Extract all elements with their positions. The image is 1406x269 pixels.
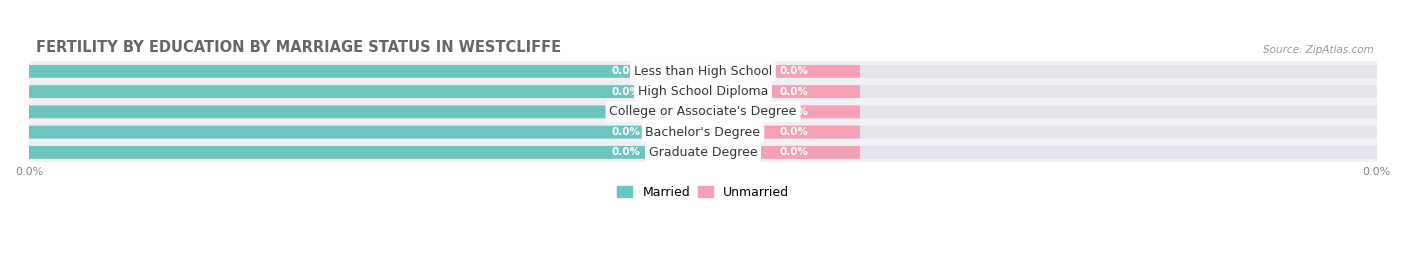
FancyBboxPatch shape <box>24 105 1382 118</box>
Text: Bachelor's Degree: Bachelor's Degree <box>645 126 761 139</box>
Text: 0.0%: 0.0% <box>779 66 808 76</box>
Text: College or Associate's Degree: College or Associate's Degree <box>609 105 797 118</box>
FancyBboxPatch shape <box>24 65 671 78</box>
Bar <box>30 82 1376 102</box>
FancyBboxPatch shape <box>728 85 860 98</box>
Text: 0.0%: 0.0% <box>612 87 640 97</box>
FancyBboxPatch shape <box>24 126 1382 139</box>
Text: High School Diploma: High School Diploma <box>638 85 768 98</box>
Text: 0.0%: 0.0% <box>779 147 808 157</box>
Text: Source: ZipAtlas.com: Source: ZipAtlas.com <box>1264 45 1374 55</box>
Legend: Married, Unmarried: Married, Unmarried <box>617 186 789 199</box>
Bar <box>30 142 1376 162</box>
Text: 0.0%: 0.0% <box>612 147 640 157</box>
Text: 0.0%: 0.0% <box>779 107 808 117</box>
FancyBboxPatch shape <box>24 146 671 159</box>
FancyBboxPatch shape <box>24 105 671 118</box>
Text: Graduate Degree: Graduate Degree <box>648 146 758 159</box>
FancyBboxPatch shape <box>728 126 860 139</box>
Text: Less than High School: Less than High School <box>634 65 772 78</box>
FancyBboxPatch shape <box>728 146 860 159</box>
Text: 0.0%: 0.0% <box>779 87 808 97</box>
FancyBboxPatch shape <box>24 65 1382 78</box>
FancyBboxPatch shape <box>728 105 860 118</box>
FancyBboxPatch shape <box>24 146 1382 159</box>
Text: 0.0%: 0.0% <box>612 107 640 117</box>
FancyBboxPatch shape <box>24 126 671 139</box>
Text: 0.0%: 0.0% <box>779 127 808 137</box>
Text: 0.0%: 0.0% <box>612 66 640 76</box>
FancyBboxPatch shape <box>728 65 860 78</box>
Text: 0.0%: 0.0% <box>612 127 640 137</box>
Bar <box>30 102 1376 122</box>
Bar <box>30 122 1376 142</box>
FancyBboxPatch shape <box>24 85 671 98</box>
FancyBboxPatch shape <box>24 85 1382 98</box>
Text: FERTILITY BY EDUCATION BY MARRIAGE STATUS IN WESTCLIFFE: FERTILITY BY EDUCATION BY MARRIAGE STATU… <box>37 40 561 55</box>
Bar <box>30 61 1376 82</box>
